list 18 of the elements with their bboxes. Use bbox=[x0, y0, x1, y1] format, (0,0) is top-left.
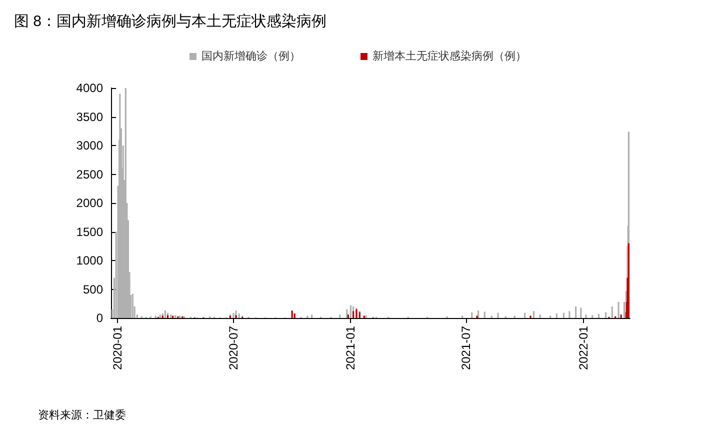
y-tick-label: 3000 bbox=[76, 138, 104, 152]
x-tick-label: 2021-07 bbox=[459, 326, 474, 370]
x-tick-label: 2022-01 bbox=[576, 326, 590, 370]
x-tick-label: 2020-07 bbox=[226, 326, 240, 370]
y-tick-label: 2500 bbox=[76, 167, 104, 182]
y-tick-label: 2000 bbox=[76, 196, 104, 210]
y-tick-label: 3500 bbox=[76, 110, 104, 124]
y-tick-label: 4000 bbox=[76, 81, 104, 95]
legend-label: 新增本土无症状感染病例（例） bbox=[372, 50, 526, 62]
text: 资料来源：卫健委 bbox=[38, 408, 126, 422]
y-tick-label: 1000 bbox=[76, 254, 104, 268]
legend-label: 国内新增确诊（例） bbox=[202, 50, 300, 62]
y-tick-label: 500 bbox=[82, 282, 104, 296]
x-tick-label: 2021-01 bbox=[344, 326, 358, 370]
chart-title: 图 8：国内新增确诊病例与本土无症状感染病例 bbox=[14, 13, 327, 30]
x-tick-label: 2020-01 bbox=[110, 326, 124, 370]
y-tick-label: 1500 bbox=[76, 224, 104, 239]
y-tick-label: 0 bbox=[96, 311, 104, 325]
